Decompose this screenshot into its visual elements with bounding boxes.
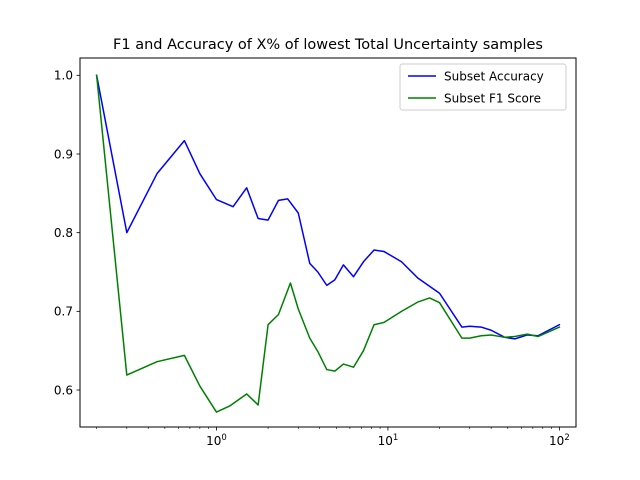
legend: Subset Accuracy Subset F1 Score — [399, 63, 567, 111]
axes-layer: 100 101 102 0.6 0.7 0.8 0.9 1.0 — [54, 69, 570, 448]
chart-title: F1 and Accuracy of X% of lowest Total Un… — [113, 37, 543, 53]
series-line-2 — [95, 74, 561, 413]
y-tick-label: 0.8 — [54, 226, 73, 240]
legend-label: Subset Accuracy — [444, 69, 544, 83]
y-tick-label: 1.0 — [54, 69, 73, 83]
legend-box — [399, 63, 567, 111]
y-tick-label: 0.9 — [54, 147, 73, 161]
series-line-1 — [95, 74, 561, 340]
y-tick-label: 0.6 — [54, 383, 73, 397]
plot-frame — [79, 57, 577, 428]
x-tick-label: 101 — [378, 433, 399, 448]
y-tick-label: 0.7 — [54, 305, 73, 319]
legend-label: Subset F1 Score — [444, 91, 541, 105]
series-layer — [95, 74, 561, 413]
x-tick-label: 100 — [206, 433, 227, 448]
x-tick-label: 102 — [549, 433, 570, 448]
